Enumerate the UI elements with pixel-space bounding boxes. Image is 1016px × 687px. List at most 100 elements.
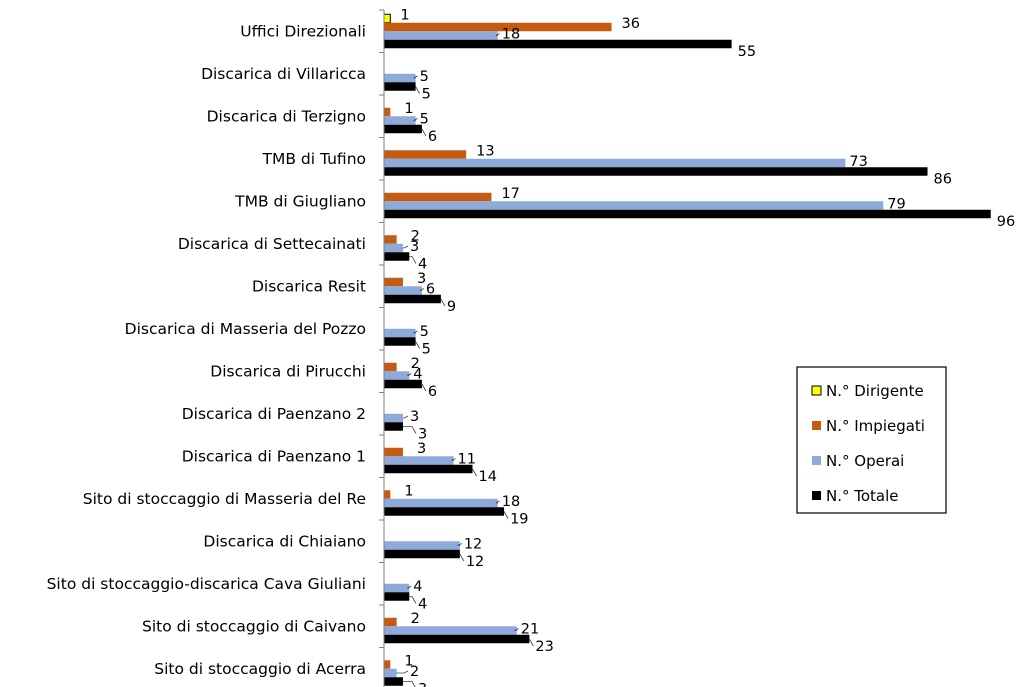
value-label-totale-discarica-di-masseria-del-pozzo: 5 (422, 342, 431, 358)
value-label-impiegati-sito-di-stoccaggio-di-masseria-del-re: 1 (404, 484, 413, 500)
value-label-operai-sito-di-stoccaggio-di-acerra: 2 (410, 664, 419, 680)
value-label-totale-tmb-di-giugliano: 96 (997, 214, 1015, 230)
value-label-operai-discarica-di-terzigno: 5 (420, 112, 429, 128)
bar-operai-discarica-di-masseria-del-pozzo (384, 328, 416, 338)
bar-impiegati-discarica-di-settecainati (384, 235, 397, 244)
value-label-totale-discarica-di-chiaiano: 12 (466, 554, 484, 570)
bar-impiegati-discarica-di-pirucchi (384, 362, 397, 372)
legend-items: N.° Dirigente N.° Impiegati N.° Operai N.° … (811, 382, 925, 505)
bars-layer (383, 13, 991, 686)
bar-operai-tmb-di-giugliano (384, 201, 884, 210)
legend-swatch-dirigente (811, 385, 822, 396)
value-label-operai-discarica-di-settecainati: 3 (410, 239, 419, 255)
leader-line (402, 245, 409, 249)
bar-operai-sito-di-stoccaggio-di-acerra (384, 668, 397, 678)
value-label-totale-discarica-di-villaricca: 5 (422, 87, 431, 103)
bar-totale-discarica-di-paenzano-1 (384, 464, 473, 474)
value-label-impiegati-discarica-di-pirucchi: 2 (411, 356, 420, 372)
bar-totale-uffici-direzionali (384, 39, 732, 49)
value-labels-layer: 1361855551561373861779962343695524633311… (400, 8, 1015, 687)
bar-impiegati-uffici-direzionali (384, 22, 612, 32)
leader-line (421, 128, 427, 137)
bar-totale-sito-di-stoccaggio-di-caivano (384, 634, 530, 644)
category-label-discarica-di-chiaiano: Discarica di Chiaiano (203, 532, 366, 550)
value-label-impiegati-tmb-di-giugliano: 17 (501, 186, 519, 202)
leader-line (402, 415, 409, 419)
bar-operai-discarica-di-paenzano-1 (384, 456, 454, 465)
value-label-totale-sito-di-stoccaggio-di-caivano: 23 (535, 639, 553, 655)
leader-line (409, 596, 417, 604)
category-label-discarica-di-paenzano-1: Discarica di Paenzano 1 (182, 447, 366, 465)
bar-totale-discarica-di-chiaiano (384, 549, 460, 559)
value-label-totale-sito-di-stoccaggio-di-masseria-del-re: 19 (510, 512, 528, 528)
value-label-totale-uffici-direzionali: 55 (738, 44, 756, 60)
category-label-discarica-di-pirucchi: Discarica di Pirucchi (210, 362, 366, 380)
value-label-totale-sito-di-stoccaggio-di-acerra: 3 (418, 682, 427, 687)
value-label-totale-discarica-di-settecainati: 4 (418, 257, 427, 273)
leader-line (529, 638, 534, 647)
category-label-sito-di-stoccaggio-di-caivano: Sito di stoccaggio di Caivano (142, 617, 366, 635)
bar-operai-sito-di-stoccaggio-di-caivano (384, 626, 517, 635)
bar-operai-uffici-direzionali (384, 31, 498, 40)
leader-line (440, 298, 446, 307)
category-axis: Uffici Direzionali Discarica di Villaricc… (47, 9, 384, 678)
category-label-tmb-di-tufino: TMB di Tufino (262, 150, 366, 168)
value-label-impiegati-discarica-resit: 3 (417, 271, 426, 287)
bar-operai-sito-di-stoccaggio-di-masseria-del-re (384, 498, 498, 508)
bar-operai-discarica-di-chiaiano (384, 541, 460, 550)
value-label-impiegati-tmb-di-tufino: 13 (476, 144, 494, 160)
category-label-sito-di-stoccaggio-di-acerra: Sito di stoccaggio di Acerra (154, 660, 366, 678)
category-label-sito-di-stoccaggio-discarica-cava-giuliani: Sito di stoccaggio-discarica Cava Giulia… (47, 575, 366, 593)
value-label-operai-discarica-di-chiaiano: 12 (464, 537, 482, 553)
legend-swatch-operai (812, 456, 821, 465)
bar-operai-discarica-di-pirucchi (384, 371, 410, 380)
value-label-impiegati-uffici-direzionali: 36 (622, 16, 640, 32)
bar-totale-discarica-di-pirucchi (384, 379, 422, 389)
bar-totale-discarica-di-terzigno (384, 124, 422, 134)
value-label-operai-sito-di-stoccaggio-di-caivano: 21 (521, 622, 539, 638)
leader-line (421, 383, 427, 392)
category-label-discarica-di-paenzano-2: Discarica di Paenzano 2 (182, 405, 366, 423)
bar-impiegati-discarica-di-paenzano-1 (384, 447, 403, 457)
bar-impiegati-sito-di-stoccaggio-di-masseria-del-re (384, 490, 391, 499)
bar-impiegati-tmb-di-giugliano (384, 192, 492, 202)
value-label-totale-discarica-di-terzigno: 6 (428, 129, 437, 145)
legend-label-operai: N.° Operai (826, 452, 904, 470)
bar-impiegati-discarica-resit (384, 277, 403, 287)
value-label-totale-tmb-di-tufino: 86 (934, 172, 952, 188)
bar-totale-discarica-di-villaricca (384, 82, 416, 91)
category-label-discarica-di-terzigno: Discarica di Terzigno (207, 107, 366, 125)
category-label-discarica-di-villaricca: Discarica di Villaricca (201, 65, 366, 83)
value-label-operai-sito-di-stoccaggio-discarica-cava-giuliani: 4 (413, 579, 422, 595)
bar-totale-sito-di-stoccaggio-di-masseria-del-re (384, 507, 505, 516)
value-label-totale-discarica-resit: 9 (447, 299, 456, 315)
value-label-totale-discarica-di-paenzano-2: 3 (418, 427, 427, 443)
category-label-discarica-di-masseria-del-pozzo: Discarica di Masseria del Pozzo (125, 320, 366, 338)
leader-line (413, 75, 418, 79)
value-label-operai-discarica-di-paenzano-2: 3 (410, 409, 419, 425)
value-label-impiegati-discarica-di-settecainati: 2 (411, 229, 420, 245)
bar-totale-discarica-resit (384, 294, 441, 304)
bar-totale-sito-di-stoccaggio-discarica-cava-giuliani (384, 592, 410, 601)
leader-line (451, 458, 456, 461)
leader-line (402, 426, 417, 434)
leader-line (495, 500, 500, 504)
bar-totale-discarica-di-paenzano-2 (384, 422, 403, 431)
leader-lines-layer (396, 33, 534, 687)
legend-swatch-totale (812, 491, 821, 500)
leader-line (419, 288, 425, 291)
bar-operai-sito-di-stoccaggio-discarica-cava-giuliani (384, 583, 410, 593)
leader-line (503, 511, 509, 519)
value-label-operai-discarica-di-villaricca: 5 (420, 69, 429, 85)
bar-totale-discarica-di-settecainati (384, 252, 410, 261)
leader-line (407, 373, 412, 376)
bar-impiegati-sito-di-stoccaggio-di-caivano (384, 617, 397, 627)
leader-line (409, 256, 417, 264)
value-label-dirigente-uffici-direzionali: 1 (400, 8, 409, 24)
value-label-operai-discarica-di-paenzano-1: 11 (458, 452, 476, 468)
category-label-discarica-resit: Discarica Resit (252, 277, 366, 295)
value-label-operai-discarica-di-masseria-del-pozzo: 5 (420, 324, 429, 340)
leader-line (402, 681, 416, 687)
category-label-uffici-direzionali: Uffici Direzionali (240, 22, 366, 40)
bar-operai-discarica-di-settecainati (384, 243, 403, 253)
